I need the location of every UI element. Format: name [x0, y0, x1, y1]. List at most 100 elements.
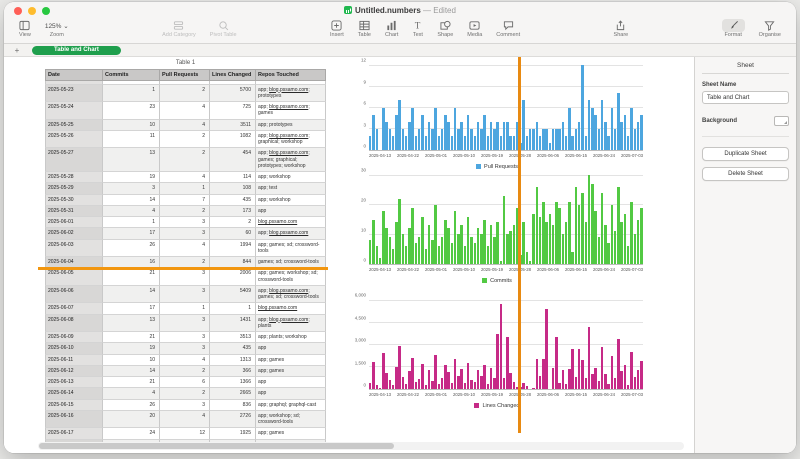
inspector-tab-sheet[interactable]: Sheet — [702, 57, 789, 74]
table-cell[interactable]: 2665 — [210, 388, 256, 400]
bar[interactable] — [411, 207, 414, 264]
repos-cell[interactable]: blog.pssamo.com — [256, 303, 326, 315]
repo-link[interactable]: blog.pssamo.com — [258, 219, 298, 225]
table-row[interactable]: 2025-05-29 3 1 108 app; test — [45, 183, 326, 195]
bar[interactable] — [620, 121, 623, 150]
bar[interactable] — [600, 100, 604, 150]
table-cell[interactable]: 2025-06-03 — [45, 239, 103, 257]
bar[interactable] — [411, 107, 414, 150]
bar[interactable] — [460, 368, 463, 389]
bar[interactable] — [483, 365, 486, 389]
table-cell[interactable]: 4 — [160, 102, 210, 120]
bar[interactable] — [440, 237, 444, 264]
repos-cell[interactable]: app; plants; workshop — [256, 332, 326, 344]
bar[interactable] — [613, 377, 617, 389]
repos-cell[interactable]: app; blog.pssamo.com; games; sd; crosswo… — [256, 285, 326, 304]
bar[interactable] — [581, 192, 584, 264]
bar[interactable] — [453, 210, 457, 264]
bar[interactable] — [489, 225, 493, 264]
repo-link[interactable]: blog.pssamo.com — [269, 150, 309, 157]
pull-requests-chart[interactable]: 0 3 6 9 12 2025-04-13 2025-04-22 2025-05-01 202… — [351, 58, 643, 170]
bar[interactable] — [558, 128, 561, 150]
bar[interactable] — [535, 121, 539, 150]
horizontal-scrollbar[interactable] — [38, 442, 684, 450]
bar[interactable] — [388, 128, 392, 150]
table-cell[interactable]: 2 — [160, 130, 210, 149]
table-cell[interactable]: 14 — [103, 365, 160, 377]
bar[interactable] — [470, 128, 473, 150]
table-cell[interactable]: 1994 — [210, 239, 256, 257]
table-cell[interactable]: 60 — [210, 228, 256, 240]
bar[interactable] — [382, 210, 385, 264]
bar[interactable] — [444, 219, 447, 264]
bar[interactable] — [434, 354, 437, 389]
table-cell[interactable]: 2 — [210, 217, 256, 229]
table-cell[interactable]: 2025-05-29 — [45, 183, 103, 195]
table-row[interactable]: 2025-06-14 4 2 2665 app — [45, 388, 326, 400]
table-cell[interactable]: 4 — [103, 388, 160, 400]
table-cell[interactable]: 3 — [160, 217, 210, 229]
table-cell[interactable]: 836 — [210, 399, 256, 411]
bar[interactable] — [542, 128, 545, 150]
bar[interactable] — [440, 128, 444, 150]
bar[interactable] — [499, 261, 503, 264]
table-cell[interactable]: 10 — [103, 354, 160, 366]
bar[interactable] — [466, 216, 470, 264]
table-cell[interactable]: 4 — [160, 172, 210, 184]
table-cell[interactable]: 13 — [103, 148, 160, 172]
bar[interactable] — [486, 135, 490, 150]
table-cell[interactable]: 2025-06-07 — [45, 303, 103, 315]
bar[interactable] — [568, 368, 571, 389]
bar[interactable] — [427, 121, 431, 150]
bar[interactable] — [555, 128, 558, 150]
bar[interactable] — [591, 183, 594, 264]
table-cell[interactable]: 1082 — [210, 130, 256, 149]
table-cell[interactable]: 2726 — [210, 410, 256, 429]
bar[interactable] — [623, 213, 627, 264]
bar[interactable] — [369, 240, 372, 264]
bar[interactable] — [509, 372, 512, 389]
view-button[interactable]: View — [19, 19, 31, 38]
bar[interactable] — [424, 135, 427, 150]
bar[interactable] — [457, 128, 460, 150]
organize-button[interactable]: Organise — [759, 19, 781, 38]
table-row[interactable]: 2025-05-221443710app; games; workshop; s… — [45, 81, 326, 85]
delete-sheet-button[interactable]: Delete Sheet — [702, 167, 789, 181]
bar[interactable] — [496, 121, 499, 150]
repos-cell[interactable]: app; blog.pssamo.com; games; graphical; … — [256, 148, 326, 172]
bar[interactable] — [408, 121, 411, 150]
lines-changed-chart[interactable]: 0 1,500 3,000 4,500 6,000 2025-04-13 2025-04-… — [351, 293, 643, 409]
bar[interactable] — [466, 114, 470, 150]
bar[interactable] — [369, 135, 372, 150]
table-cell[interactable]: 3513 — [210, 332, 256, 344]
table-cell[interactable]: 2025-05-27 — [45, 148, 103, 172]
bar[interactable] — [578, 204, 581, 264]
table-cell[interactable]: 3 — [160, 332, 210, 344]
bar[interactable] — [450, 382, 454, 389]
table-cell[interactable]: 3 — [160, 343, 210, 355]
repos-cell[interactable]: app; games; workshop; sd; crossword-tool… — [256, 268, 326, 286]
table-cell[interactable]: 1313 — [210, 354, 256, 366]
bar[interactable] — [630, 107, 633, 150]
bar[interactable] — [607, 135, 610, 150]
bar[interactable] — [404, 135, 408, 150]
bar[interactable] — [375, 246, 378, 264]
table-cell[interactable]: 23 — [103, 102, 160, 120]
sheet-canvas[interactable]: Table 1 Date Commits Pull Requests Lines Ch… — [4, 57, 694, 453]
table-cell[interactable]: 3 — [160, 268, 210, 286]
bar[interactable] — [620, 371, 623, 389]
table-cell[interactable]: 1431 — [210, 314, 256, 332]
bar[interactable] — [564, 383, 568, 389]
bar[interactable] — [522, 100, 525, 150]
bar[interactable] — [414, 381, 418, 389]
text-button[interactable]: T Text — [412, 20, 423, 38]
commits-chart[interactable]: 0 10 20 30 2025-04-13 2025-04-22 2025-05-01 20… — [351, 168, 643, 284]
repos-cell[interactable]: app — [256, 343, 326, 355]
table-cell[interactable]: 114 — [210, 172, 256, 184]
bar[interactable] — [460, 121, 463, 150]
bar[interactable] — [499, 135, 503, 150]
bar[interactable] — [617, 186, 620, 264]
bar[interactable] — [391, 384, 395, 389]
bar[interactable] — [591, 107, 594, 150]
table-cell[interactable]: 2025-05-31 — [45, 205, 103, 217]
